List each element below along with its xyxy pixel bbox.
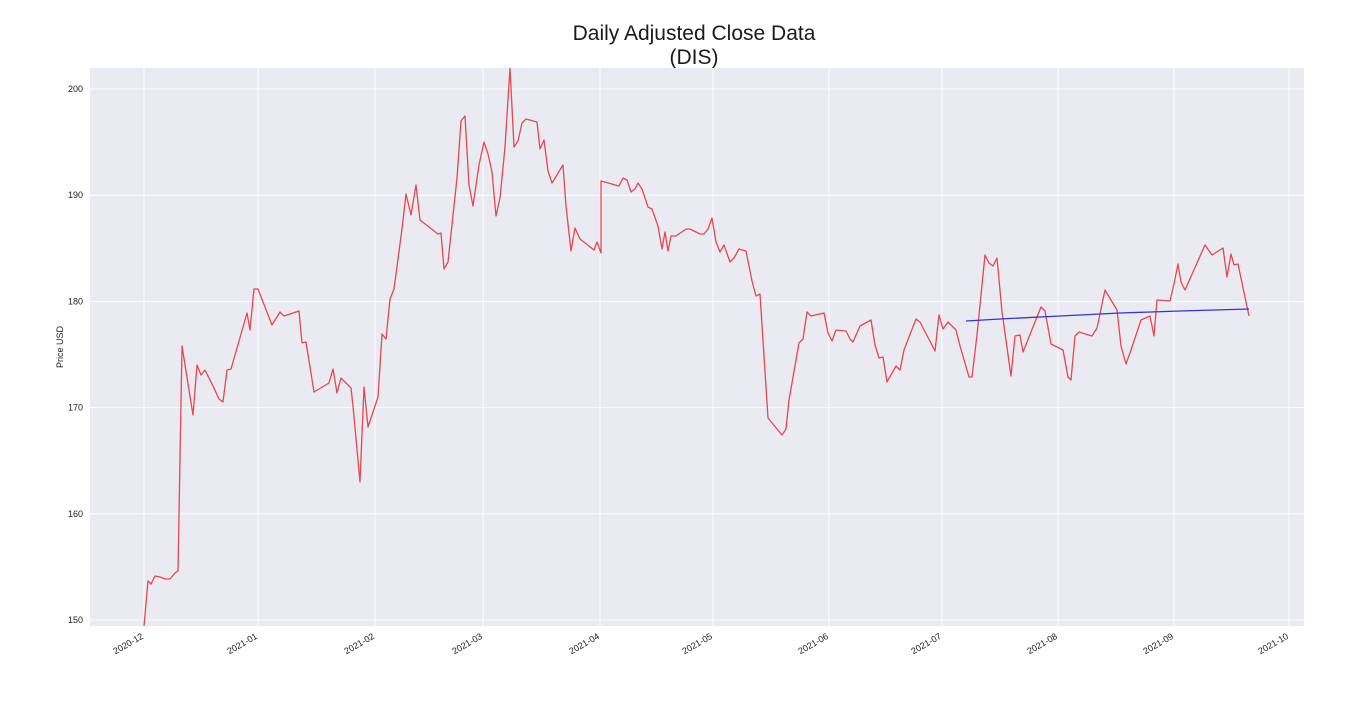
y-tick-label: 150: [68, 615, 83, 625]
x-gridlines: [143, 68, 1290, 626]
y-tick-label: 170: [68, 403, 83, 413]
x-tick-label: 2021-09: [1141, 631, 1175, 656]
trend-line: [965, 308, 1250, 322]
y-gridlines: [90, 88, 1304, 621]
x-tick-label: 2021-02: [342, 631, 376, 656]
y-axis-label: Price USD: [55, 326, 65, 369]
x-tick-label: 2021-01: [225, 631, 259, 656]
y-tick-label: 190: [68, 190, 83, 200]
x-tick-label: 2021-10: [1256, 631, 1290, 656]
chart-title-main: Daily Adjusted Close Data: [572, 22, 816, 45]
x-tick-label: 2021-05: [680, 631, 714, 656]
x-tick-label: 2021-07: [909, 631, 943, 656]
y-tick-label: 180: [68, 296, 83, 306]
y-tick-label: 160: [68, 509, 83, 519]
plot-area: [90, 68, 1304, 626]
chart-title-ticker: (DIS): [669, 46, 719, 69]
x-tick-label: 2021-03: [450, 631, 484, 656]
chart-title: Daily Adjusted Close Data (DIS): [0, 22, 1358, 70]
x-tick-label: 2021-06: [796, 631, 830, 656]
x-tick-label: 2020-12: [111, 631, 145, 656]
x-axis-ticks: 2020-12 2021-01 2021-02 2021-03 2021-04 2021-…: [111, 631, 1290, 656]
y-axis-ticks: 150 160 170 180 190 200: [68, 84, 83, 625]
y-tick-label: 200: [68, 84, 83, 94]
x-tick-label: 2021-08: [1025, 631, 1059, 656]
series-layer: [143, 68, 1250, 626]
x-tick-label: 2021-04: [567, 631, 601, 656]
price-line: [143, 68, 1250, 626]
